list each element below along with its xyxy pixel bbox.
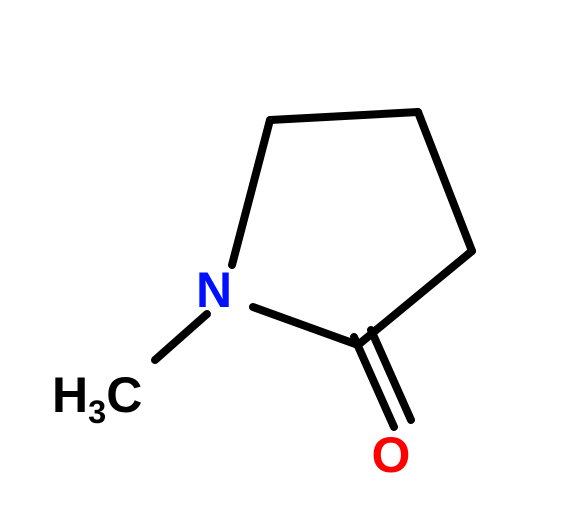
nitrogen-atom-label: N: [196, 265, 232, 315]
bond-line: [155, 314, 207, 360]
molecule-diagram: [0, 0, 562, 527]
methyl-sub: 3: [88, 394, 106, 430]
bond-line: [418, 112, 472, 251]
oxygen-atom-label: O: [372, 430, 411, 480]
nitrogen-symbol: N: [196, 262, 232, 318]
bond-line: [270, 112, 418, 120]
bond-line: [354, 337, 394, 427]
methyl-group-label: H3C: [52, 370, 142, 429]
oxygen-symbol: O: [372, 427, 411, 483]
bond-line: [371, 330, 411, 420]
methyl-h: H: [52, 367, 88, 423]
bond-line: [253, 307, 358, 345]
bond-line: [232, 120, 270, 265]
methyl-c: C: [106, 367, 142, 423]
